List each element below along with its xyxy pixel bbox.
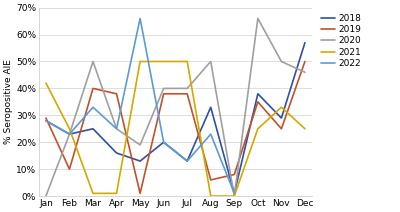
Line: 2022: 2022 [46, 18, 234, 193]
2019 [44, 117, 48, 119]
2021 [91, 192, 96, 195]
Line: 2018: 2018 [46, 43, 305, 193]
2019 [161, 92, 166, 95]
2020 [161, 87, 166, 90]
2019 [114, 92, 119, 95]
2019 [208, 179, 213, 181]
2021 [185, 60, 190, 63]
2021 [114, 192, 119, 195]
2018 [114, 152, 119, 154]
Line: 2020: 2020 [46, 18, 305, 196]
2019 [185, 92, 190, 95]
2018 [67, 133, 72, 135]
2021 [44, 82, 48, 84]
Legend: 2018, 2019, 2020, 2021, 2022: 2018, 2019, 2020, 2021, 2022 [319, 12, 363, 70]
2020 [138, 144, 142, 146]
2018 [256, 92, 260, 95]
2020 [256, 17, 260, 20]
Line: 2021: 2021 [46, 61, 305, 196]
2019 [67, 168, 72, 170]
2021 [67, 127, 72, 130]
2019 [256, 100, 260, 103]
2022 [44, 119, 48, 122]
2021 [279, 106, 284, 109]
2018 [91, 127, 96, 130]
2022 [232, 192, 237, 195]
2021 [232, 195, 237, 197]
2019 [91, 87, 96, 90]
2022 [67, 133, 72, 135]
2018 [44, 119, 48, 122]
2021 [208, 195, 213, 197]
2018 [279, 117, 284, 119]
2018 [161, 141, 166, 144]
2022 [114, 127, 119, 130]
2020 [67, 133, 72, 135]
2021 [256, 127, 260, 130]
2019 [279, 127, 284, 130]
2020 [208, 60, 213, 63]
2019 [302, 60, 307, 63]
2018 [185, 160, 190, 162]
Line: 2019: 2019 [46, 61, 305, 193]
2018 [208, 106, 213, 109]
2022 [161, 141, 166, 144]
2020 [232, 195, 237, 197]
2021 [138, 60, 142, 63]
2022 [208, 133, 213, 135]
2020 [91, 60, 96, 63]
2020 [279, 60, 284, 63]
2022 [91, 106, 96, 109]
2020 [302, 71, 307, 74]
Y-axis label: % Seropositive AIE: % Seropositive AIE [4, 59, 13, 144]
2018 [302, 41, 307, 44]
2019 [138, 192, 142, 195]
2020 [114, 127, 119, 130]
2022 [185, 160, 190, 162]
2020 [185, 87, 190, 90]
2022 [138, 17, 142, 20]
2018 [138, 160, 142, 162]
2018 [232, 192, 237, 195]
2021 [161, 60, 166, 63]
2019 [232, 173, 237, 176]
2020 [44, 195, 48, 197]
2021 [302, 127, 307, 130]
